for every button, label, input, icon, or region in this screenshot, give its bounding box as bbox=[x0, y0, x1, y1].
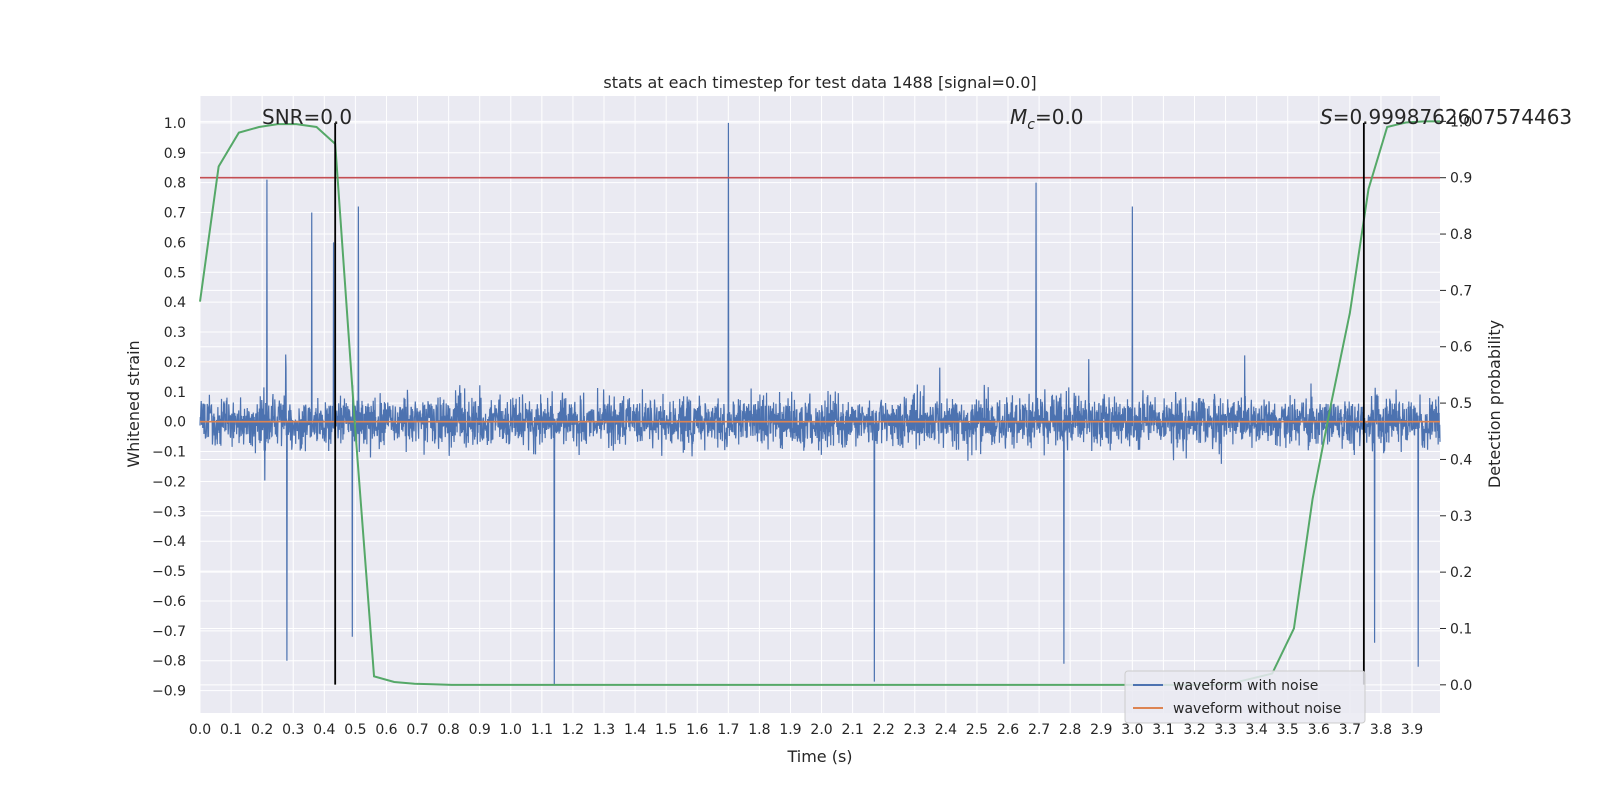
x-tick-label: 1.8 bbox=[748, 722, 770, 738]
x-tick-label: 3.0 bbox=[1121, 722, 1143, 738]
x-tick-label: 0.1 bbox=[220, 722, 242, 738]
x-tick-label: 2.0 bbox=[810, 722, 832, 738]
y2-tick-label: 0.4 bbox=[1450, 452, 1472, 468]
x-tick-label: 1.1 bbox=[531, 722, 553, 738]
series-waveform-with-noise bbox=[199, 122, 1441, 685]
y-axis-label: Whitened strain bbox=[124, 340, 143, 467]
x-tick-label: 0.8 bbox=[437, 722, 459, 738]
x-tick-label: 2.4 bbox=[935, 722, 957, 738]
marker-lines bbox=[334, 122, 1365, 685]
x-tick-label: 3.3 bbox=[1214, 722, 1236, 738]
x-axis-label: Time (s) bbox=[786, 747, 852, 766]
x-tick-label: 3.9 bbox=[1401, 722, 1423, 738]
y2-tick-labels: 0.0 0.1 0.2 0.3 0.4 0.5 0.6 0.7 0.8 0.9 1.0 bbox=[1440, 114, 1472, 694]
y-tick-label: −0.5 bbox=[152, 564, 186, 580]
y-tick-label: −0.7 bbox=[152, 624, 186, 640]
mc-value: =0.0 bbox=[1035, 105, 1084, 129]
y-tick-label: −0.4 bbox=[152, 534, 186, 550]
x-tick-label: 0.4 bbox=[313, 722, 335, 738]
y2-tick-label: 1.0 bbox=[1450, 114, 1472, 130]
y-tick-label: 1.0 bbox=[164, 116, 186, 132]
y-tick-label: −0.2 bbox=[152, 474, 186, 490]
x-tick-label: 0.2 bbox=[251, 722, 273, 738]
mc-subscript: c bbox=[1027, 117, 1035, 133]
y2-tick-label: 0.1 bbox=[1450, 621, 1472, 637]
series-detection-probability bbox=[199, 120, 1440, 686]
x-tick-label: 1.3 bbox=[593, 722, 615, 738]
mc-annotation: Mc=0.0 bbox=[1010, 105, 1084, 133]
y2-tick-label: 0.3 bbox=[1450, 509, 1472, 525]
y2-axis-label: Detection probability bbox=[1485, 320, 1504, 488]
y-tick-label: 0.2 bbox=[164, 355, 186, 371]
y-tick-label: 0.3 bbox=[164, 325, 186, 341]
x-tick-label: 1.0 bbox=[500, 722, 522, 738]
x-tick-label: 2.3 bbox=[904, 722, 926, 738]
x-tick-label: 1.4 bbox=[624, 722, 646, 738]
x-tick-label: 3.1 bbox=[1152, 722, 1174, 738]
x-tick-label: 1.9 bbox=[779, 722, 801, 738]
y-tick-labels: −0.9 −0.8 −0.7 −0.6 −0.5 −0.4 −0.3 −0.2 −0.1 0.0 0… bbox=[152, 116, 186, 700]
x-tick-label: 3.5 bbox=[1277, 722, 1299, 738]
y-tick-label: −0.9 bbox=[152, 684, 186, 700]
y-tick-label: 0.7 bbox=[164, 206, 186, 222]
x-tick-label: 0.3 bbox=[282, 722, 304, 738]
y2-tick-label: 0.7 bbox=[1450, 283, 1472, 299]
y-tick-label: −0.3 bbox=[152, 504, 186, 520]
x-tick-label: 1.2 bbox=[562, 722, 584, 738]
x-tick-label: 2.7 bbox=[1028, 722, 1050, 738]
x-tick-label: 1.5 bbox=[655, 722, 677, 738]
x-tick-label: 0.6 bbox=[375, 722, 397, 738]
x-tick-labels: 0.0 0.1 0.2 0.3 0.4 0.5 0.6 0.7 0.8 0.9 1.0 1.1 1.2 1… bbox=[189, 722, 1423, 738]
snr-annotation: SNR=0.0 bbox=[262, 105, 352, 129]
legend-box bbox=[1124, 670, 1366, 724]
detection-probability-path bbox=[199, 120, 1440, 686]
x-tick-label: 0.0 bbox=[189, 722, 211, 738]
x-tick-label: 3.7 bbox=[1339, 722, 1361, 738]
legend-label-clean: waveform without noise bbox=[1173, 701, 1341, 717]
y-tick-label: 0.0 bbox=[164, 415, 186, 431]
y-tick-label: −0.6 bbox=[152, 594, 186, 610]
s-annotation: S=0.9998762607574463 bbox=[1320, 105, 1572, 129]
y2-tick-label: 0.6 bbox=[1450, 340, 1472, 356]
x-tick-label: 2.8 bbox=[1059, 722, 1081, 738]
x-tick-label: 2.5 bbox=[966, 722, 988, 738]
y2-tick-label: 0.0 bbox=[1450, 678, 1472, 694]
s-symbol: S bbox=[1320, 105, 1333, 129]
x-tick-label: 1.7 bbox=[717, 722, 739, 738]
x-tick-label: 3.8 bbox=[1370, 722, 1392, 738]
y2-tick-label: 0.8 bbox=[1450, 227, 1472, 243]
x-tick-label: 0.9 bbox=[469, 722, 491, 738]
noise-waveform-path bbox=[199, 122, 1441, 685]
y-tick-label: 0.5 bbox=[164, 265, 186, 281]
y-tick-label: 0.8 bbox=[164, 176, 186, 192]
legend-label-noise: waveform with noise bbox=[1173, 678, 1318, 694]
x-tick-label: 2.9 bbox=[1090, 722, 1112, 738]
x-tick-label: 3.4 bbox=[1246, 722, 1268, 738]
y2-tick-label: 0.9 bbox=[1450, 171, 1472, 187]
x-tick-label: 2.1 bbox=[841, 722, 863, 738]
chart-title: stats at each timestep for test data 148… bbox=[603, 73, 1036, 92]
x-tick-label: 2.6 bbox=[997, 722, 1019, 738]
y-tick-label: 0.4 bbox=[164, 295, 186, 311]
x-tick-label: 0.5 bbox=[344, 722, 366, 738]
mc-symbol: M bbox=[1010, 105, 1027, 129]
y2-tick-label: 0.2 bbox=[1450, 565, 1472, 581]
y-tick-label: −0.1 bbox=[152, 445, 186, 461]
y-tick-label: 0.6 bbox=[164, 235, 186, 251]
y2-tick-label: 0.5 bbox=[1450, 396, 1472, 412]
y-tick-label: 0.1 bbox=[164, 385, 186, 401]
x-tick-label: 2.2 bbox=[873, 722, 895, 738]
legend: waveform with noise waveform without noi… bbox=[1124, 670, 1366, 724]
x-tick-label: 3.6 bbox=[1308, 722, 1330, 738]
y-tick-label: −0.8 bbox=[152, 654, 186, 670]
x-tick-label: 1.6 bbox=[686, 722, 708, 738]
x-tick-label: 3.2 bbox=[1183, 722, 1205, 738]
s-value: =0.9998762607574463 bbox=[1333, 105, 1572, 129]
x-tick-label: 0.7 bbox=[406, 722, 428, 738]
y-tick-label: 0.9 bbox=[164, 146, 186, 162]
